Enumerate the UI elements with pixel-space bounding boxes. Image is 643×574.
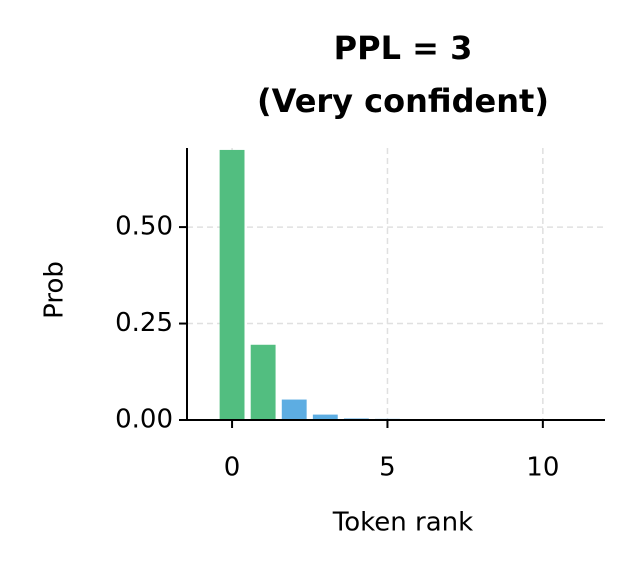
x-tick-label: 0 [224, 453, 241, 483]
bar [219, 149, 245, 420]
bar [312, 414, 338, 420]
y-axis-label: Prob [40, 261, 70, 319]
chart-title: (Very confident) [257, 82, 549, 120]
y-tick-label: 0.25 [115, 308, 173, 338]
x-axis-label: Token rank [332, 508, 473, 538]
y-tick-label: 0.00 [115, 405, 173, 435]
chart-title: PPL = 3 [334, 29, 473, 67]
bar [281, 399, 307, 420]
y-tick-label: 0.50 [115, 212, 173, 242]
x-tick-label: 10 [526, 453, 559, 483]
x-tick-label: 5 [379, 453, 396, 483]
bar [250, 344, 276, 420]
